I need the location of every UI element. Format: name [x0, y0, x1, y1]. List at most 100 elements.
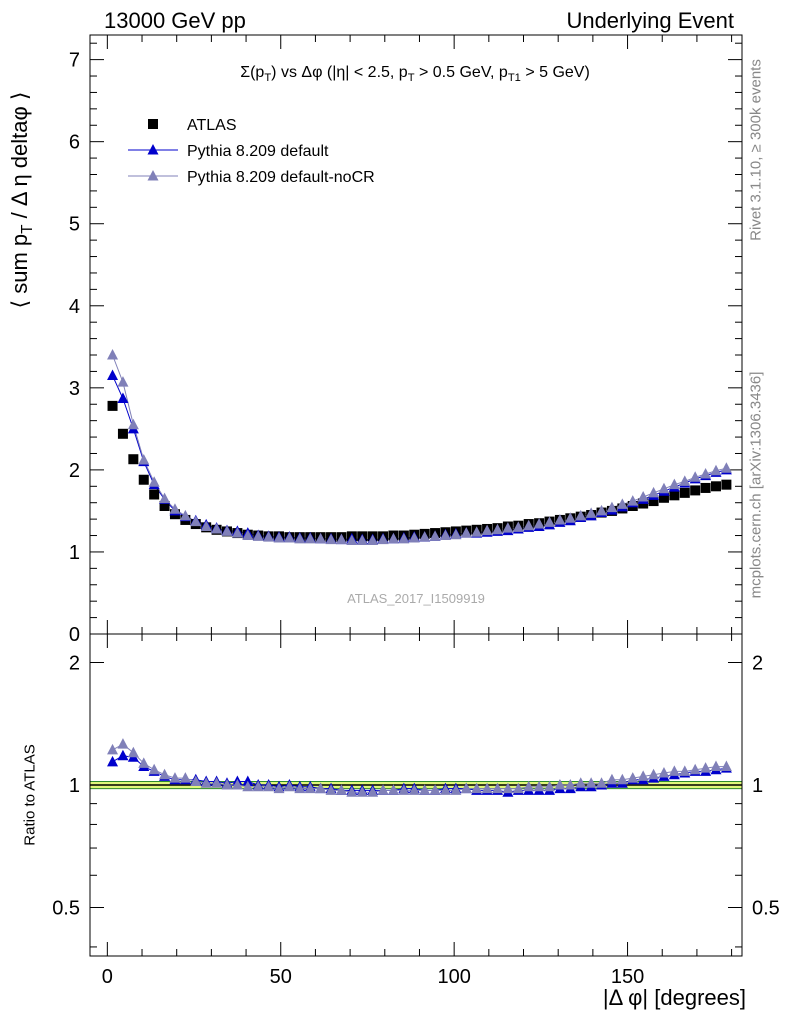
ratio-point-nocr-16 — [273, 782, 285, 794]
main-point-nocr-18 — [294, 532, 306, 544]
title-part-3: > 0.5 GeV, p — [414, 64, 508, 81]
main-point-nocr-15 — [263, 531, 275, 542]
ratio-y-tick-label-right-0.5: 0.5 — [752, 897, 780, 919]
x-tick-label-100: 100 — [437, 966, 470, 988]
main-point-nocr-16 — [273, 531, 285, 543]
main-point-nocr-13 — [242, 529, 254, 541]
ratio-point-nocr-13 — [242, 780, 254, 792]
main-point-nocr-37 — [492, 523, 503, 535]
ratio-point-nocr-52 — [648, 768, 660, 780]
main-point-atlas-56 — [690, 485, 701, 496]
main-point-nocr-43 — [554, 513, 566, 525]
ratio-point-nocr-2 — [127, 746, 139, 758]
legend-marker-atlas — [148, 119, 158, 129]
ratio-point-nocr-25 — [367, 786, 379, 797]
main-point-nocr-50 — [627, 495, 639, 506]
main-point-nocr-20 — [315, 532, 327, 544]
ratio-point-default-1 — [117, 749, 129, 761]
ratio-point-nocr-53 — [658, 767, 670, 778]
main-point-nocr-49 — [616, 498, 628, 509]
ratio-point-nocr-58 — [710, 760, 722, 772]
main-point-nocr-53 — [658, 482, 670, 494]
main-point-nocr-28 — [398, 532, 410, 544]
main-point-nocr-29 — [408, 531, 420, 543]
ratio-point-nocr-12 — [231, 778, 243, 790]
main-point-atlas-3 — [138, 474, 149, 485]
main-point-nocr-8 — [190, 515, 202, 527]
main-point-nocr-52 — [648, 486, 660, 498]
ratio-point-nocr-9 — [200, 777, 212, 788]
ratio-point-nocr-26 — [377, 784, 389, 795]
main-point-nocr-3 — [138, 454, 150, 465]
main-point-nocr-39 — [512, 521, 524, 532]
legend-marker-default — [147, 144, 159, 155]
ratio-point-nocr-27 — [387, 784, 399, 795]
main-point-nocr-27 — [387, 532, 399, 544]
ratio-point-nocr-33 — [450, 784, 462, 795]
main-point-nocr-34 — [460, 527, 472, 538]
ratio-point-nocr-19 — [304, 782, 316, 794]
main-point-atlas-54 — [669, 490, 680, 501]
ratio-point-nocr-31 — [429, 784, 441, 795]
main-point-nocr-36 — [481, 524, 493, 536]
ratio-point-nocr-43 — [554, 778, 566, 790]
main-point-default-1 — [117, 392, 129, 404]
ratio-point-nocr-36 — [481, 782, 493, 794]
main-point-nocr-32 — [439, 529, 451, 541]
ratio-point-nocr-24 — [356, 786, 368, 797]
ratio-point-nocr-34 — [460, 782, 472, 794]
main-point-nocr-46 — [585, 507, 597, 518]
main-point-nocr-11 — [221, 525, 233, 536]
x-tick-label-0: 0 — [102, 966, 113, 988]
main-point-nocr-26 — [377, 533, 389, 545]
main-point-nocr-57 — [700, 467, 712, 479]
ratio-point-nocr-42 — [544, 780, 556, 792]
main-point-nocr-42 — [544, 516, 556, 527]
main-point-nocr-24 — [356, 534, 368, 545]
main-point-atlas-53 — [658, 492, 669, 503]
x-tick-label-150: 150 — [611, 966, 644, 988]
main-point-nocr-19 — [304, 532, 316, 544]
ratio-point-nocr-30 — [419, 784, 431, 795]
ratio-point-nocr-41 — [533, 780, 545, 792]
ratio-point-nocr-0 — [107, 743, 119, 755]
main-y-tick-label-3: 3 — [69, 378, 80, 400]
title-part-4: > 5 GeV) — [520, 64, 590, 81]
main-point-atlas-0 — [107, 400, 118, 411]
main-point-nocr-45 — [575, 509, 587, 521]
legend-label-nocr: Pythia 8.209 default-noCR — [187, 169, 375, 186]
main-y-tick-label-1: 1 — [69, 542, 80, 564]
ratio-point-default-13 — [242, 775, 254, 787]
ratio-point-nocr-29 — [408, 784, 420, 795]
main-point-nocr-58 — [710, 464, 722, 476]
ratio-point-nocr-1 — [117, 738, 129, 749]
main-point-nocr-7 — [179, 509, 191, 521]
ratio-y-tick-label-1: 1 — [69, 775, 80, 797]
main-line-nocr — [112, 354, 727, 541]
ratio-point-nocr-50 — [627, 772, 639, 783]
ratio-point-nocr-57 — [700, 762, 712, 773]
ratio-plot-frame — [89, 633, 743, 957]
ratio-point-nocr-39 — [512, 782, 524, 794]
main-point-nocr-35 — [471, 526, 483, 537]
ratio-point-nocr-15 — [263, 780, 275, 792]
main-point-atlas-5 — [159, 500, 170, 511]
main-point-nocr-41 — [533, 518, 545, 529]
ratio-point-nocr-32 — [439, 784, 451, 795]
main-point-nocr-59 — [720, 462, 732, 473]
main-point-nocr-40 — [523, 519, 535, 531]
main-point-nocr-2 — [127, 418, 139, 430]
ratio-point-nocr-28 — [398, 784, 410, 795]
main-line-default — [112, 375, 727, 541]
ratio-point-nocr-49 — [616, 773, 628, 785]
main-point-nocr-6 — [169, 503, 181, 514]
ratio-point-nocr-18 — [294, 782, 306, 794]
main-point-nocr-9 — [200, 520, 212, 532]
main-point-default-0 — [107, 369, 119, 381]
ratio-y-tick-label-2: 2 — [69, 653, 80, 675]
main-point-atlas-55 — [679, 487, 690, 498]
main-point-atlas-1 — [117, 428, 128, 439]
main-point-nocr-25 — [367, 534, 379, 545]
ratio-point-nocr-38 — [502, 782, 514, 794]
